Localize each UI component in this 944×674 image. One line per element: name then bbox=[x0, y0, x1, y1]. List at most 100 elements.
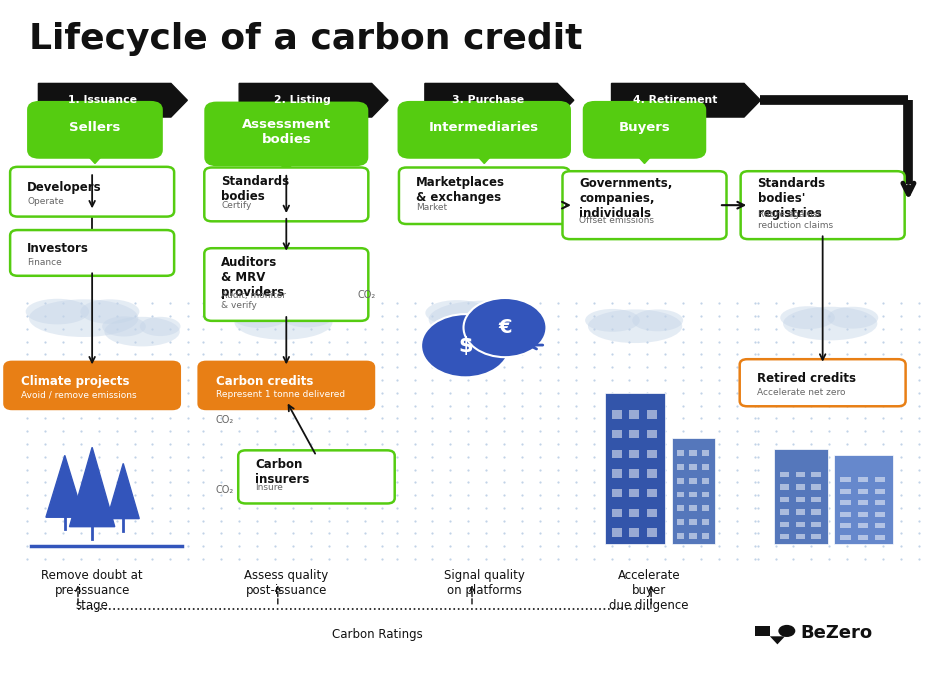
Text: Accelerate net zero: Accelerate net zero bbox=[757, 388, 845, 397]
Ellipse shape bbox=[231, 304, 288, 328]
Bar bbox=[612, 509, 622, 517]
Text: Certify: Certify bbox=[221, 201, 252, 210]
Polygon shape bbox=[274, 158, 298, 171]
Text: Buyers: Buyers bbox=[618, 121, 670, 134]
Bar bbox=[629, 410, 639, 419]
Polygon shape bbox=[632, 150, 657, 164]
Bar bbox=[701, 464, 709, 470]
Bar bbox=[701, 506, 709, 511]
Bar bbox=[647, 410, 657, 419]
Ellipse shape bbox=[105, 317, 179, 346]
Bar bbox=[840, 512, 851, 517]
Bar bbox=[796, 534, 805, 539]
Bar bbox=[811, 534, 820, 539]
Bar bbox=[796, 522, 805, 527]
Bar bbox=[612, 430, 622, 438]
Polygon shape bbox=[472, 150, 497, 164]
Bar bbox=[875, 477, 885, 482]
Bar bbox=[647, 509, 657, 517]
Polygon shape bbox=[612, 84, 761, 117]
Ellipse shape bbox=[585, 309, 640, 332]
Bar bbox=[780, 510, 789, 514]
Bar bbox=[677, 519, 684, 525]
Text: 3. Purchase: 3. Purchase bbox=[452, 95, 525, 105]
Bar bbox=[811, 485, 820, 490]
Text: Marketplaces
& exchanges: Marketplaces & exchanges bbox=[416, 177, 505, 204]
Text: Standards
bodies'
registries: Standards bodies' registries bbox=[758, 177, 826, 220]
FancyBboxPatch shape bbox=[10, 230, 174, 276]
Bar bbox=[629, 450, 639, 458]
Bar bbox=[605, 393, 666, 544]
Bar bbox=[840, 523, 851, 528]
FancyBboxPatch shape bbox=[741, 171, 904, 239]
Bar bbox=[677, 464, 684, 470]
Text: Market: Market bbox=[416, 203, 447, 212]
Ellipse shape bbox=[632, 309, 683, 332]
Bar bbox=[834, 456, 893, 544]
Bar bbox=[629, 509, 639, 517]
Bar bbox=[755, 625, 770, 636]
Polygon shape bbox=[239, 84, 388, 117]
Bar bbox=[647, 450, 657, 458]
Ellipse shape bbox=[588, 309, 683, 343]
Bar bbox=[701, 533, 709, 539]
Bar bbox=[701, 519, 709, 525]
Text: Signal quality
on platforms: Signal quality on platforms bbox=[444, 569, 525, 597]
Bar bbox=[840, 535, 851, 540]
Bar bbox=[689, 450, 697, 456]
Bar bbox=[689, 491, 697, 497]
FancyBboxPatch shape bbox=[204, 102, 368, 166]
Bar bbox=[858, 523, 868, 528]
Bar bbox=[701, 491, 709, 497]
Ellipse shape bbox=[781, 306, 834, 329]
Ellipse shape bbox=[29, 299, 139, 337]
Ellipse shape bbox=[25, 299, 89, 324]
Ellipse shape bbox=[280, 305, 333, 328]
Bar bbox=[858, 489, 868, 493]
Bar bbox=[677, 450, 684, 456]
FancyBboxPatch shape bbox=[740, 359, 905, 406]
Circle shape bbox=[464, 298, 547, 357]
Text: CO₂: CO₂ bbox=[215, 485, 234, 495]
Bar bbox=[858, 535, 868, 540]
Circle shape bbox=[421, 314, 510, 377]
Polygon shape bbox=[70, 448, 115, 526]
Text: Investors: Investors bbox=[27, 242, 89, 255]
Polygon shape bbox=[39, 84, 187, 117]
Text: Carbon Ratings: Carbon Ratings bbox=[332, 627, 423, 641]
Bar bbox=[811, 497, 820, 502]
Text: Carbon
insurers: Carbon insurers bbox=[255, 458, 310, 486]
FancyBboxPatch shape bbox=[399, 168, 569, 224]
Bar bbox=[840, 477, 851, 482]
Text: Offset emissions: Offset emissions bbox=[580, 216, 654, 224]
Bar bbox=[689, 506, 697, 511]
Polygon shape bbox=[108, 464, 140, 518]
Ellipse shape bbox=[480, 301, 539, 325]
Text: Governments,
companies,
individuals: Governments, companies, individuals bbox=[580, 177, 673, 220]
Bar bbox=[701, 450, 709, 456]
Bar bbox=[796, 485, 805, 490]
Text: Sellers: Sellers bbox=[69, 121, 121, 134]
Bar bbox=[612, 410, 622, 419]
Text: Accelerate
buyer
due diligence: Accelerate buyer due diligence bbox=[610, 569, 689, 612]
Bar bbox=[677, 478, 684, 483]
Bar bbox=[875, 500, 885, 505]
Text: Assessment
bodies: Assessment bodies bbox=[242, 118, 330, 146]
Bar bbox=[796, 472, 805, 477]
Ellipse shape bbox=[102, 316, 146, 336]
Ellipse shape bbox=[234, 305, 332, 340]
Bar bbox=[780, 485, 789, 490]
Bar bbox=[629, 469, 639, 478]
FancyBboxPatch shape bbox=[10, 167, 174, 216]
Polygon shape bbox=[46, 456, 84, 517]
Bar bbox=[780, 522, 789, 527]
Bar bbox=[672, 438, 716, 544]
Bar bbox=[647, 469, 657, 478]
Text: Represent 1 tonne delivered: Represent 1 tonne delivered bbox=[215, 390, 345, 400]
Text: Retired credits: Retired credits bbox=[757, 372, 855, 385]
FancyBboxPatch shape bbox=[5, 362, 179, 409]
FancyBboxPatch shape bbox=[563, 171, 727, 239]
Polygon shape bbox=[770, 636, 785, 644]
Polygon shape bbox=[425, 84, 574, 117]
Text: Finance: Finance bbox=[27, 257, 62, 266]
